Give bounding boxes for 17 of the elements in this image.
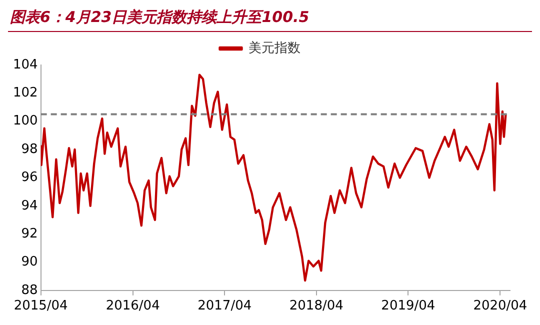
x-tick-label: 2016/04	[106, 298, 160, 314]
chart-title: 图表6：4月23日美元指数持续上升至100.5	[8, 8, 532, 32]
y-tick-label: 98	[21, 142, 38, 157]
y-tick-label: 90	[21, 254, 38, 270]
y-tick-label: 96	[21, 170, 38, 186]
y-tick-label: 94	[21, 198, 38, 214]
y-tick-label: 88	[21, 282, 38, 298]
x-tick-label: 2017/04	[198, 298, 252, 314]
legend-label: 美元指数	[248, 40, 300, 56]
y-tick-label: 104	[12, 57, 38, 72]
x-tick-label: 2015/04	[14, 298, 68, 314]
x-tick-label: 2019/04	[381, 298, 436, 314]
x-tick-label: 2020/04	[473, 298, 528, 314]
x-tick-label: 2018/04	[289, 298, 344, 314]
y-tick-label: 92	[21, 226, 38, 242]
y-tick-label: 100	[12, 114, 38, 129]
y-tick-label: 102	[12, 86, 38, 101]
